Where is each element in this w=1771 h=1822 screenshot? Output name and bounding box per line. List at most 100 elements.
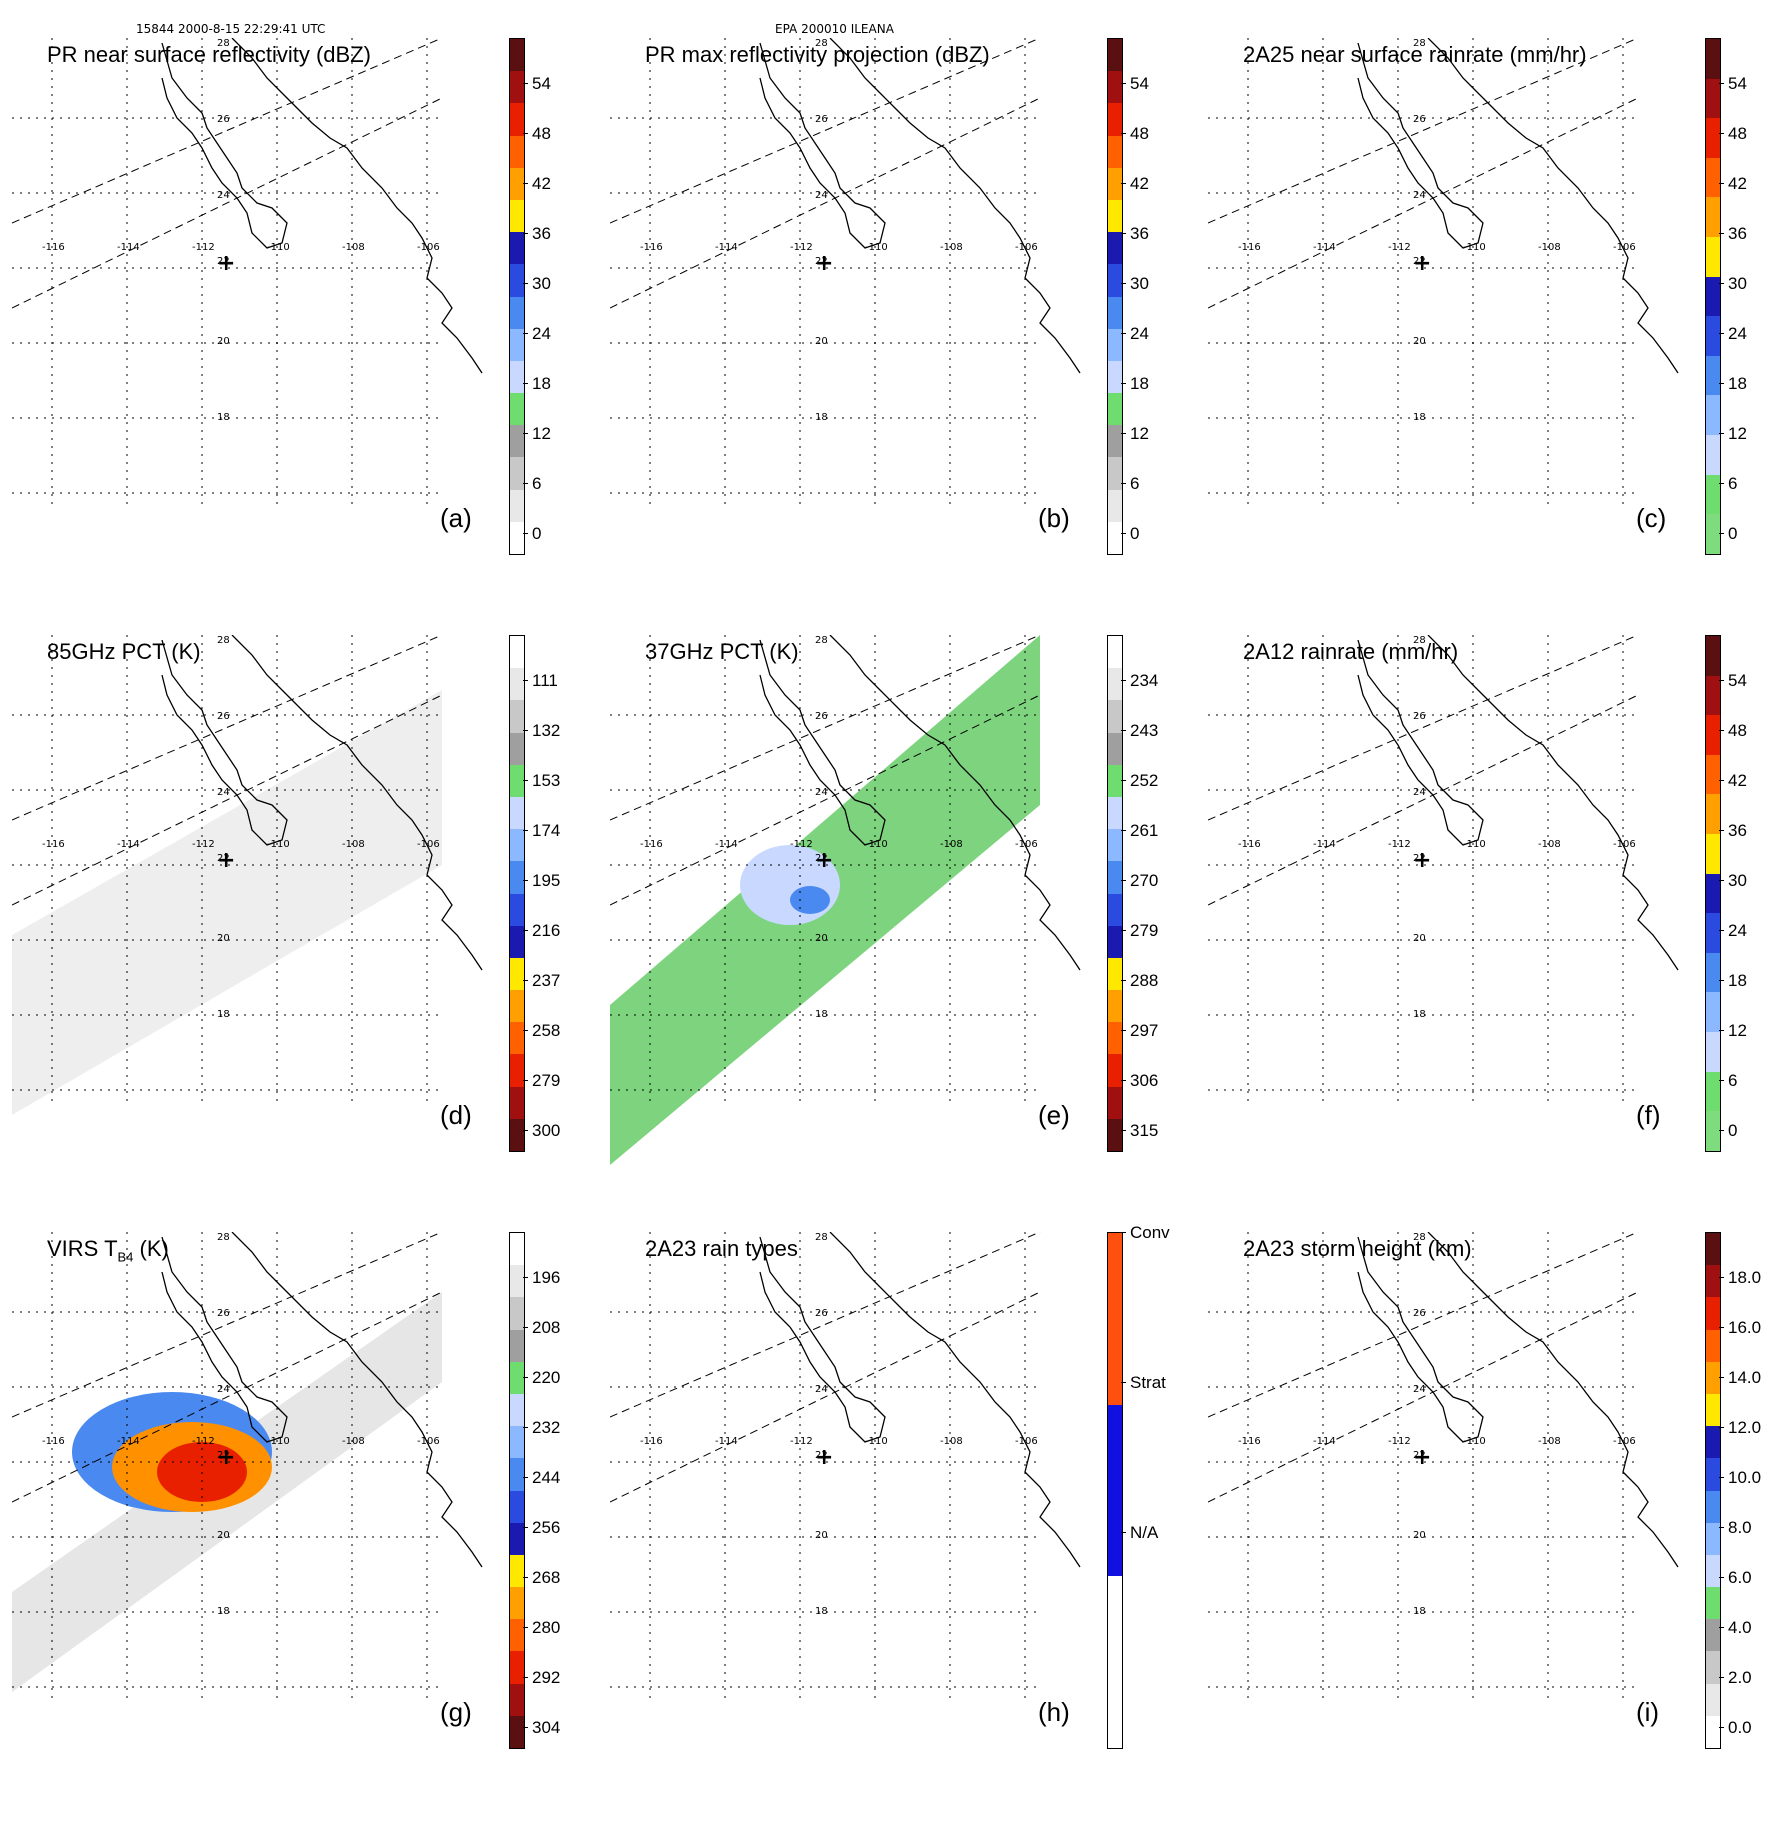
lon-label: -112 <box>192 242 215 253</box>
colorbar-segment <box>510 1554 524 1588</box>
colorbar-segment <box>1706 1458 1720 1491</box>
colorbar-tickmark <box>1719 1030 1724 1031</box>
colorbar-tickmark <box>1121 533 1126 534</box>
colorbar-tick-label: 153 <box>532 771 561 790</box>
panel-f: + -116 -114 -112 -110 -108 -106 28 26 24 22 20 18 2A1… <box>1208 635 1771 1225</box>
panel-title-text: 2A23 rain types <box>645 1236 798 1261</box>
colorbar-tick-label: 36 <box>1130 224 1149 243</box>
panel-title-text: 85GHz PCT (K) <box>47 639 201 664</box>
colorbar-segment <box>1108 829 1122 862</box>
colorbar-tick-label: 10.0 <box>1728 1468 1762 1487</box>
colorbar-segment <box>510 925 524 958</box>
lat-label: 18 <box>217 1606 230 1617</box>
storm-center-marker: + <box>217 251 235 276</box>
colorbar-segment <box>510 135 524 168</box>
lon-label: -108 <box>342 242 365 253</box>
lon-label: -116 <box>640 242 663 253</box>
colorbar-tick-label: 306 <box>1130 1071 1159 1090</box>
colorbar-tickmark <box>523 780 528 781</box>
coastline-baja <box>1357 42 1484 249</box>
lon-label: -108 <box>940 1436 963 1447</box>
lon-label: -108 <box>342 1436 365 1447</box>
lat-label: 20 <box>217 1530 230 1541</box>
colorbar-tick-label: 252 <box>1130 771 1159 790</box>
lon-label: -110 <box>865 839 888 850</box>
colorbar-tickmark <box>1121 930 1126 931</box>
colorbar-tick-label: 30 <box>532 274 551 293</box>
colorbar-tickmark <box>523 333 528 334</box>
lon-label: -108 <box>1538 1436 1561 1447</box>
lon-label: -112 <box>1388 839 1411 850</box>
lat-label: 18 <box>815 1009 828 1020</box>
colorbar-segment <box>1706 78 1720 119</box>
colorbar-tickmark <box>523 1527 528 1528</box>
lat-label: 18 <box>1413 1009 1426 1020</box>
colorbar-segment <box>510 1715 524 1748</box>
lat-label: 26 <box>815 114 828 125</box>
colorbar-tick-label: 14.0 <box>1728 1368 1762 1387</box>
colorbar-tickmark <box>1121 1030 1126 1031</box>
lon-label: -106 <box>1613 242 1636 253</box>
panel-label: (f) <box>1636 1100 1661 1130</box>
colorbar-tick-label: 279 <box>1130 921 1159 940</box>
map-svg: + -116 -114 -112 -110 -108 -106 28 26 24 22 20 18 <box>1208 1232 1679 1702</box>
colorbar-tickmark <box>523 383 528 384</box>
lon-label: -108 <box>1538 839 1561 850</box>
colorbar-segment <box>1108 425 1122 458</box>
panel-label: (c) <box>1636 503 1667 533</box>
lat-label: 22 <box>1413 1450 1426 1461</box>
colorbar-tickmark <box>1719 83 1724 84</box>
colorbar-tick-label: 216 <box>532 921 561 940</box>
colorbar-segment <box>510 1587 524 1620</box>
colorbar-tick-label: 268 <box>532 1568 561 1587</box>
colorbar-tickmark <box>1121 1232 1126 1233</box>
colorbar-tickmark <box>1121 233 1126 234</box>
coastline-baja <box>759 639 886 846</box>
lat-label: 20 <box>1413 336 1426 347</box>
header-center: EPA 200010 ILEANA <box>775 22 894 36</box>
colorbar-tick-label: 12 <box>1130 424 1149 443</box>
panel-d: + -116 -114 -112 -110 -108 -106 28 26 24 22 20 18 85G… <box>12 635 612 1225</box>
colorbar-tick-label: 6 <box>532 474 542 493</box>
colorbar-segment <box>1706 1587 1720 1620</box>
colorbar-tickmark <box>523 980 528 981</box>
colorbar <box>1107 635 1123 1152</box>
colorbar-segment <box>1706 435 1720 475</box>
map-svg: + -116 -114 -112 -110 -108 -106 28 26 24 22 20 18 <box>610 635 1081 1165</box>
colorbar-tickmark <box>1719 133 1724 134</box>
colorbar-segment <box>1108 71 1122 104</box>
lat-label: 28 <box>815 635 828 646</box>
panel-c: + -116 -114 -112 -110 -108 -106 28 26 24 22 20 18 2A2… <box>1208 38 1771 628</box>
map-area: + -116 -114 -112 -110 -108 -106 28 26 24 22 20 18 <box>610 635 1095 1200</box>
colorbar-tick-label: 174 <box>532 821 561 840</box>
lat-label: 20 <box>1413 1530 1426 1541</box>
colorbar-segment <box>1108 1233 1122 1405</box>
colorbar-tickmark <box>523 1377 528 1378</box>
colorbar-tickmark <box>523 1030 528 1031</box>
colorbar-tickmark <box>1719 283 1724 284</box>
coastline-mainland <box>231 38 483 374</box>
panel-title: PR near surface reflectivity (dBZ) <box>47 42 371 68</box>
coastline-mainland <box>231 1232 483 1568</box>
colorbar-segment <box>510 1265 524 1298</box>
colorbar-tick-label: 196 <box>532 1268 561 1287</box>
panel-title-text: PR near surface reflectivity (dBZ) <box>47 42 371 67</box>
lon-label: -116 <box>42 242 65 253</box>
colorbar-tick-label: N/A <box>1130 1523 1159 1542</box>
colorbar-segment <box>510 296 524 329</box>
map-area: + -116 -114 -112 -110 -108 -106 28 26 24 22 20 18 <box>12 38 497 603</box>
colorbar-segment <box>1706 675 1720 716</box>
colorbar-tickmark <box>1121 1532 1126 1533</box>
map-area: + -116 -114 -112 -110 -108 -106 28 26 24 22 20 18 <box>1208 1232 1693 1797</box>
colorbar <box>1107 1232 1123 1749</box>
colorbar-segment <box>1108 990 1122 1023</box>
colorbar-tick-label: 261 <box>1130 821 1159 840</box>
colorbar-segment <box>1706 316 1720 356</box>
colorbar-tick-label: 36 <box>532 224 551 243</box>
lat-label: 28 <box>217 1232 230 1243</box>
colorbar-tick-label: 48 <box>1130 124 1149 143</box>
colorbar-tickmark <box>1121 980 1126 981</box>
colorbar-segment <box>1108 1086 1122 1119</box>
lat-label: 24 <box>217 1384 230 1395</box>
colorbar-segment <box>510 1086 524 1119</box>
